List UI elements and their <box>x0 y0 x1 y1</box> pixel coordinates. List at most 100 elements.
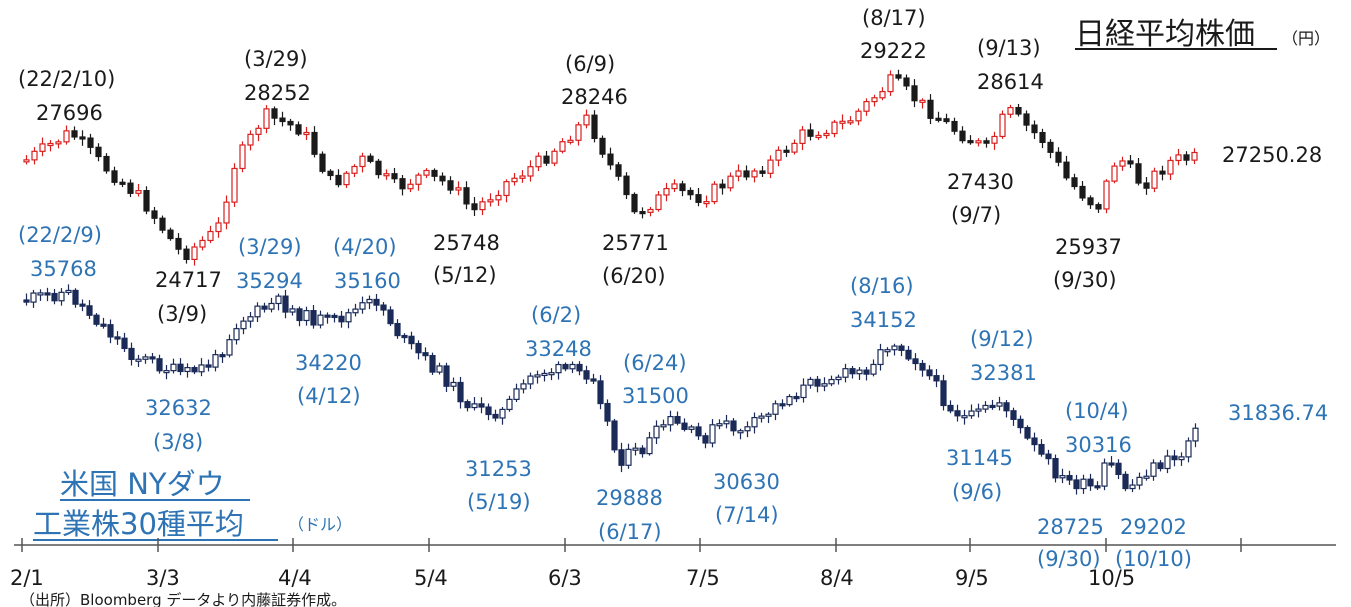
nikkei-candle-body <box>447 180 454 191</box>
dow-candle-body <box>1010 410 1017 420</box>
dow-candle-body <box>632 447 639 451</box>
nikkei-candle-body <box>1135 163 1142 184</box>
nikkei-candle-body <box>255 127 262 135</box>
nikkei-annot-value: 27696 <box>36 101 103 125</box>
nikkei-candle-body <box>975 140 982 144</box>
dow-candle-body <box>590 378 597 382</box>
nikkei-candle-body <box>119 181 126 185</box>
nikkei-candle-body <box>887 74 894 93</box>
x-tick-label: 4/4 <box>278 566 312 590</box>
nikkei-candle-body <box>1119 160 1126 167</box>
x-tick-label: 5/4 <box>414 566 448 590</box>
nikkei-candle-body <box>423 169 430 176</box>
dow-annot-date: (4/20) <box>333 235 397 259</box>
nikkei-candle-body <box>615 164 622 177</box>
nikkei-candle-body <box>383 173 390 177</box>
x-tick-label: 8/4 <box>820 566 854 590</box>
dow-candle-body <box>520 383 527 390</box>
nikkei-candle-body <box>247 133 254 146</box>
nikkei-candle-body <box>967 140 974 144</box>
dow-candle-body <box>898 345 905 351</box>
nikkei-candle-body <box>263 108 270 129</box>
nikkei-candle-body <box>215 222 222 233</box>
dow-candle-body <box>1143 475 1150 479</box>
nikkei-candle-body <box>1007 106 1014 115</box>
dow-candle-body <box>170 363 177 372</box>
dow-candle-body <box>674 415 681 424</box>
nikkei-unit: （円） <box>1282 29 1330 48</box>
nikkei-title: 日経平均株価 <box>1075 17 1255 52</box>
dow-candle-body <box>1031 437 1038 446</box>
x-tick-label: 2/1 <box>10 566 44 590</box>
nikkei-candle-body <box>279 117 286 123</box>
dow-candle-body <box>380 304 387 311</box>
dow-candle-body <box>30 292 37 303</box>
dow-candle-body <box>373 298 380 306</box>
dow-candle-body <box>814 378 821 387</box>
nikkei-candle-body <box>1143 182 1150 189</box>
dow-candle-body <box>464 401 471 409</box>
nikkei-annot-value: 29222 <box>860 39 927 63</box>
nikkei-candle-body <box>599 137 606 155</box>
dow-annot-value: 34220 <box>295 351 362 375</box>
dow-annot-value: 29202 <box>1120 515 1187 539</box>
nikkei-annot-value: 25771 <box>602 231 669 255</box>
dow-candle-body <box>583 370 590 380</box>
nikkei-candle-body <box>823 132 830 137</box>
dow-candle-body <box>114 336 121 340</box>
dow-candle-body <box>702 435 709 444</box>
dow-candle-body <box>310 310 317 326</box>
nikkei-candle-body <box>183 248 190 261</box>
dow-candle-body <box>177 363 184 373</box>
nikkei-candle-body <box>487 199 494 203</box>
nikkei-candle-body <box>455 187 462 191</box>
nikkei-candle-body <box>231 167 238 203</box>
dow-candle-body <box>877 349 884 366</box>
dow-candle-body <box>1094 485 1101 489</box>
dow-candles <box>23 284 1199 495</box>
nikkei-candle-body <box>999 113 1006 138</box>
nikkei-candle-body <box>775 149 782 161</box>
nikkei-candle-body <box>1015 106 1022 115</box>
dow-candle-body <box>653 425 660 439</box>
nikkei-candle-body <box>199 239 206 248</box>
dow-candle-body <box>765 413 772 417</box>
nikkei-candle-body <box>895 74 902 79</box>
nikkei-candle-body <box>751 170 758 178</box>
nikkei-candle-body <box>1175 154 1182 162</box>
dow-candle-body <box>436 365 443 373</box>
dow-candle-body <box>758 415 765 419</box>
dow-candle-body <box>191 367 198 373</box>
dow-candle-body <box>429 355 436 373</box>
dow-candle-body <box>422 352 429 357</box>
dow-candle-body <box>1080 478 1087 490</box>
nikkei-candle-body <box>463 187 470 205</box>
nikkei-candle-body <box>407 183 414 190</box>
dow-candle-body <box>884 349 891 353</box>
dow-candle-body <box>44 292 51 296</box>
dow-candle-body <box>128 347 135 361</box>
dow-candle-body <box>688 426 695 430</box>
dow-candle-body <box>996 402 1003 407</box>
dow-candle-body <box>296 308 303 322</box>
dow-candle-body <box>254 305 261 318</box>
nikkei-candle-body <box>495 194 502 201</box>
dow-candle-body <box>737 430 744 434</box>
dow-candle-body <box>1073 479 1080 490</box>
dow-candle-body <box>65 289 72 294</box>
dow-candle-body <box>471 403 478 409</box>
nikkei-candle-body <box>343 172 350 186</box>
nikkei-candle-body <box>807 129 814 137</box>
nikkei-candle-body <box>727 175 734 189</box>
nikkei-candle-body <box>391 173 398 180</box>
dow-unit: （ドル） <box>288 515 352 534</box>
nikkei-candle-body <box>1047 141 1054 153</box>
dow-candle-body <box>457 381 464 403</box>
nikkei-candle-body <box>591 114 598 140</box>
dow-title-line1: 米国 NYダウ <box>60 467 225 501</box>
nikkei-candle-body <box>167 229 174 240</box>
dow-annot-value: 29888 <box>596 486 663 510</box>
nikkei-candle-body <box>855 110 862 122</box>
nikkei-candle-body <box>551 150 558 164</box>
dow-candle-body <box>408 335 415 345</box>
